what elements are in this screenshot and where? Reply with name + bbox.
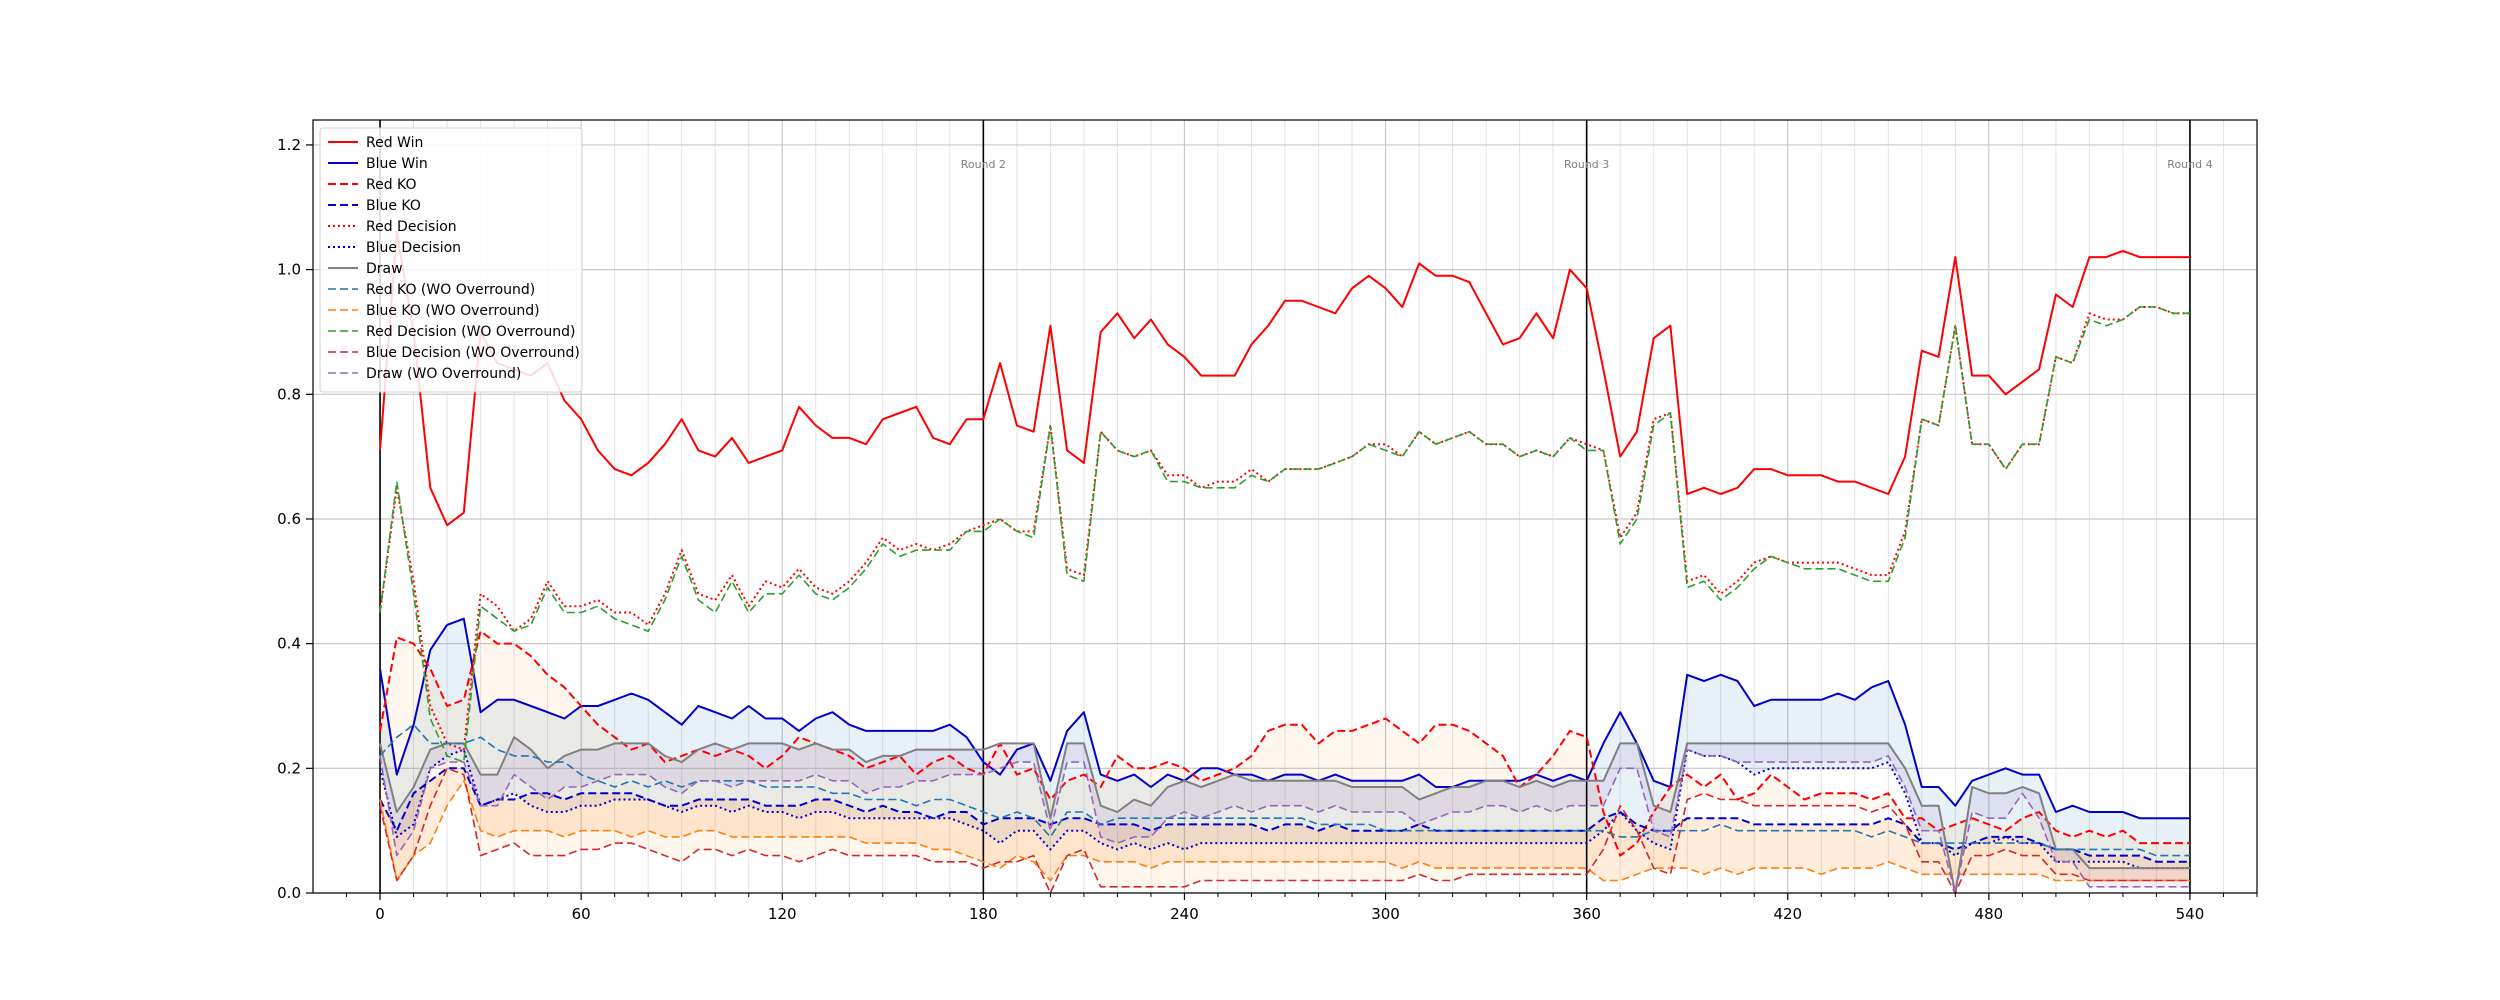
legend-label: Red Decision (366, 219, 457, 235)
legend-label: Blue KO (WO Overround) (366, 303, 540, 319)
series-line (379, 736, 2190, 894)
x-tick-label: 120 (768, 905, 797, 923)
series-line (379, 617, 2190, 820)
legend-label: Red Decision (WO Overround) (366, 324, 575, 340)
x-tick-label: 300 (1371, 905, 1400, 923)
series-line (379, 723, 2190, 857)
legend-label: Red KO (WO Overround) (366, 282, 535, 298)
axes: 0 60 120 180 240 300 360 420 480 540 0.0 0.2 0.4 0.6 0… (277, 136, 2258, 923)
y-tick-label: 0.0 (277, 884, 301, 902)
legend-box (319, 127, 583, 393)
x-tick-label: 0 (375, 905, 385, 923)
x-tick-label: 60 (572, 905, 591, 923)
series-line (379, 767, 2190, 894)
fill-band (380, 631, 2190, 893)
x-tick-label: 240 (1170, 905, 1199, 923)
round-label: Round 2 (961, 158, 1006, 171)
legend-label: Blue Decision (366, 240, 461, 256)
x-tick-label: 360 (1572, 905, 1601, 923)
y-tick-label: 1.0 (277, 261, 301, 279)
x-tick-label: 540 (2176, 905, 2205, 923)
round-label: Round 4 (2167, 158, 2212, 171)
x-tick-label: 480 (1975, 905, 2004, 923)
legend-label: Red Win (366, 135, 423, 151)
fill-band (380, 737, 2190, 893)
series-line (379, 779, 2190, 882)
legend-label: Blue Decision (WO Overround) (366, 345, 580, 361)
legend-label: Red KO (366, 177, 416, 193)
y-tick-label: 0.8 (277, 385, 301, 403)
legend-label: Draw (WO Overround) (366, 366, 521, 382)
series-line (379, 767, 2190, 863)
y-tick-label: 0.6 (277, 510, 301, 528)
y-tick-label: 0.4 (277, 635, 301, 653)
legend-label: Draw (366, 261, 403, 277)
round-markers: Round 2 Round 3 Round 4 (961, 120, 2213, 893)
round-label: Round 3 (1564, 158, 1609, 171)
y-tick-label: 1.2 (277, 136, 301, 154)
x-tick-label: 420 (1773, 905, 1802, 923)
series-lines (379, 231, 2190, 894)
series-line (379, 748, 2190, 870)
series-line (379, 748, 2190, 894)
series-line (379, 306, 2190, 763)
series-line (379, 630, 2190, 857)
legend-label: Blue Win (366, 156, 428, 172)
series-line (379, 231, 2190, 527)
y-tick-label: 0.2 (277, 759, 301, 777)
legend-label: Blue KO (366, 198, 421, 214)
x-tick-label: 180 (969, 905, 998, 923)
legend: Red Win Blue Win Red KO Blue KO Red Decision… (319, 127, 583, 393)
